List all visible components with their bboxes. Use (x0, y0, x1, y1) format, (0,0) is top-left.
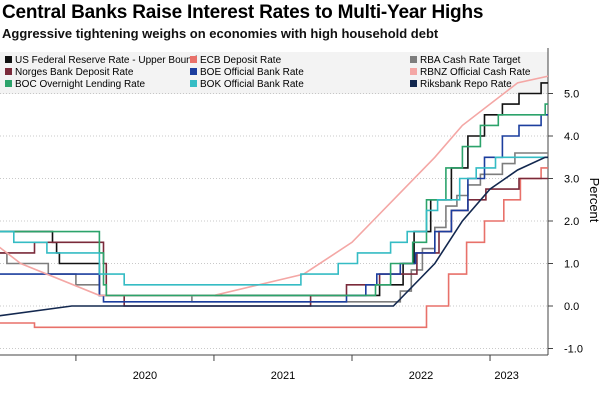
legend-background (0, 52, 548, 94)
legend-label: Riksbank Repo Rate (420, 79, 512, 90)
legend-swatch (190, 68, 197, 75)
legend-label: ECB Deposit Rate (200, 55, 282, 66)
y-tick-label: -1.0 (564, 344, 583, 356)
y-tick-label: 3.0 (564, 174, 579, 186)
x-tick-label: 2020 (133, 370, 157, 382)
y-tick-label: 2.0 (564, 216, 579, 228)
chart-subtitle: Aggressive tightening weighs on economie… (2, 26, 439, 41)
y-tick-label: 5.0 (564, 89, 579, 101)
series-line-boc-overnight-lending-rate (0, 103, 548, 297)
legend-label: RBNZ Official Cash Rate (420, 67, 531, 78)
chart-title: Central Banks Raise Interest Rates to Mu… (2, 2, 484, 23)
legend-label: RBA Cash Rate Target (420, 55, 521, 66)
series-line-riksbank-repo-rate (0, 156, 548, 317)
legend-swatch (410, 56, 417, 63)
legend-swatch (410, 80, 417, 87)
legend-label: BOC Overnight Lending Rate (15, 79, 146, 90)
series-line-rbnz-official-cash-rate (0, 75, 548, 297)
legend-label: Norges Bank Deposit Rate (15, 67, 134, 78)
series-line-bok-official-bank-rate (0, 156, 548, 286)
y-tick-label: 4.0 (564, 131, 579, 143)
legend-swatch (190, 80, 197, 87)
legend-swatch (190, 56, 197, 63)
series-line-rba-cash-rate-target (0, 152, 548, 303)
legend-swatch (410, 68, 417, 75)
y-tick-label: 0.0 (564, 301, 579, 313)
legend-label: BOK Official Bank Rate (200, 79, 304, 90)
x-tick-label: 2021 (271, 370, 295, 382)
legend-label: BOE Official Bank Rate (200, 67, 304, 78)
legend-swatch (5, 68, 12, 75)
legend-swatch (5, 80, 12, 87)
series-line-ecb-deposit-rate (0, 167, 548, 329)
y-tick-label: 1.0 (564, 259, 579, 271)
x-tick-label: 2023 (494, 370, 518, 382)
x-tick-label: 2022 (409, 370, 433, 382)
series-line-boe-official-bank-rate (0, 114, 548, 303)
legend-swatch (5, 56, 12, 63)
y-axis-label: Percent (587, 178, 600, 223)
legend-label: US Federal Reserve Rate - Upper Bound (15, 55, 197, 66)
